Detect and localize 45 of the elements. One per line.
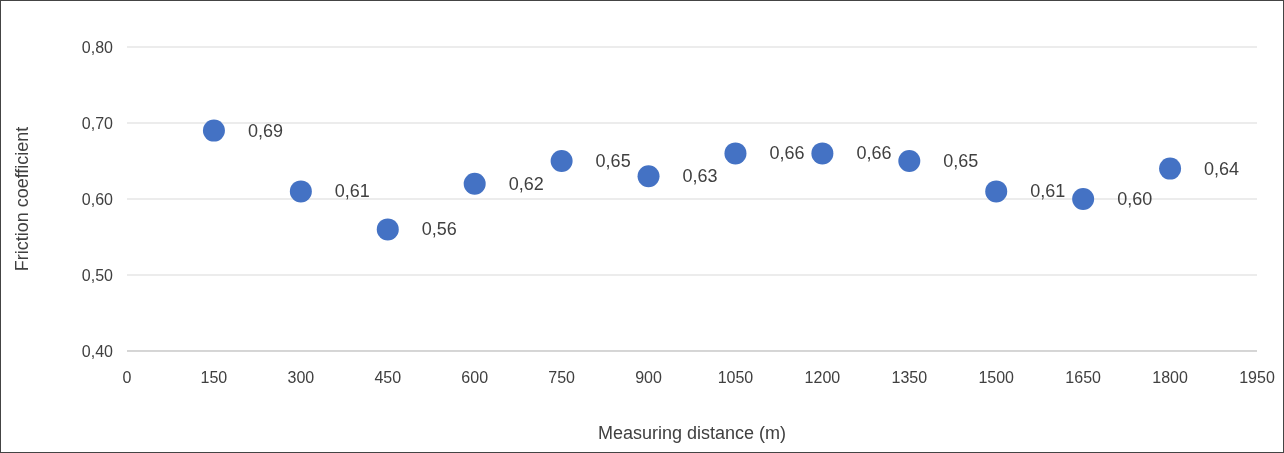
point <box>724 142 747 165</box>
x-axis-title: Measuring distance (m) <box>597 423 787 443</box>
point <box>898 150 921 172</box>
data-label: 0,56 <box>421 219 457 240</box>
x-tick-label: 0 <box>122 369 132 386</box>
data-label: 0,65 <box>595 151 631 171</box>
x-tick-label: 1050 <box>717 369 754 386</box>
point <box>1159 157 1182 180</box>
x-tick-label: 1200 <box>804 369 841 386</box>
x-tick-label: 300 <box>287 369 315 386</box>
y-tick-label: 0,70 <box>81 114 114 132</box>
x-tick-label: 750 <box>548 369 576 386</box>
y-tick-label: 0,50 <box>81 266 114 284</box>
data-label: 0,65 <box>943 151 979 171</box>
point <box>637 165 660 188</box>
point <box>1072 188 1095 210</box>
point <box>376 218 399 241</box>
point <box>985 180 1008 203</box>
x-tick-label: 600 <box>461 369 489 386</box>
data-label: 0,69 <box>247 120 283 141</box>
x-tick-label: 150 <box>200 369 228 386</box>
y-axis-title: Friction coefficient <box>12 126 32 272</box>
x-tick-label: 1950 <box>1239 369 1275 386</box>
x-tick-label: 1800 <box>1152 369 1188 386</box>
data-label: 0,61 <box>334 181 370 202</box>
data-label: 0,61 <box>1030 181 1066 202</box>
y-tick-label: 0,80 <box>81 38 114 56</box>
data-label: 0,63 <box>682 166 718 187</box>
point <box>202 119 225 142</box>
data-label: 0,60 <box>1117 189 1153 209</box>
x-tick-label: 900 <box>635 369 662 386</box>
point <box>289 180 312 203</box>
y-tick-label: 0,40 <box>81 342 114 360</box>
x-tick-label: 1350 <box>891 369 928 386</box>
x-tick-label: 1500 <box>978 369 1015 386</box>
data-label: 0,62 <box>508 173 544 194</box>
point <box>463 172 486 195</box>
point <box>811 142 834 165</box>
y-tick-label: 0,60 <box>81 190 114 208</box>
point <box>550 150 573 172</box>
data-label: 0,66 <box>856 143 892 164</box>
x-tick-label: 1650 <box>1065 369 1102 386</box>
x-tick-label: 450 <box>374 369 402 386</box>
data-label: 0,64 <box>1204 158 1240 179</box>
data-label: 0,66 <box>769 143 805 164</box>
